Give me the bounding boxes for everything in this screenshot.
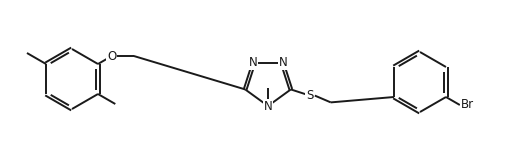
Text: N: N xyxy=(263,100,272,112)
Text: N: N xyxy=(278,56,287,69)
Text: O: O xyxy=(107,49,116,63)
Text: Br: Br xyxy=(460,98,473,112)
Text: N: N xyxy=(248,56,257,69)
Text: S: S xyxy=(305,89,313,102)
